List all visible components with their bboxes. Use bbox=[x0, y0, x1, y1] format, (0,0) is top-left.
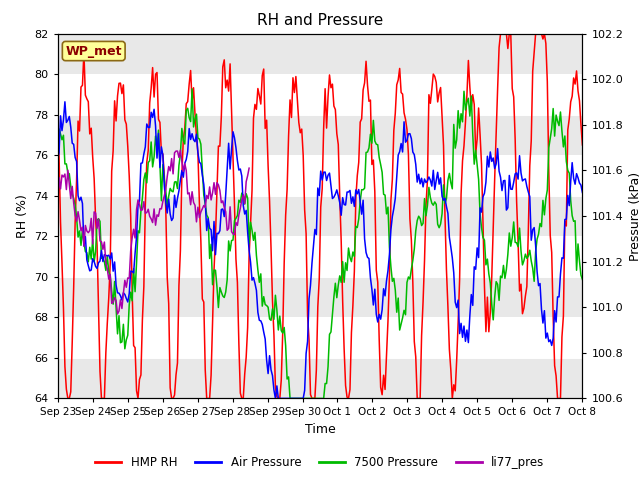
Bar bbox=[58, 115, 582, 155]
Text: WP_met: WP_met bbox=[65, 45, 122, 58]
Bar bbox=[58, 34, 582, 74]
X-axis label: Time: Time bbox=[305, 423, 335, 436]
Legend: HMP RH, Air Pressure, 7500 Pressure, li77_pres: HMP RH, Air Pressure, 7500 Pressure, li7… bbox=[91, 452, 549, 474]
Title: RH and Pressure: RH and Pressure bbox=[257, 13, 383, 28]
Bar bbox=[58, 277, 582, 317]
Y-axis label: Pressure (kPa): Pressure (kPa) bbox=[629, 171, 640, 261]
Bar bbox=[58, 196, 582, 236]
Y-axis label: RH (%): RH (%) bbox=[16, 194, 29, 238]
Bar bbox=[58, 358, 582, 398]
